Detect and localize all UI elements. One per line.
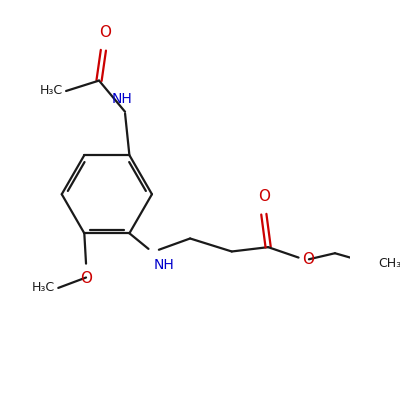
Text: NH: NH <box>111 92 132 106</box>
Text: O: O <box>258 189 270 204</box>
Text: NH: NH <box>154 258 174 272</box>
Text: H₃C: H₃C <box>40 84 63 98</box>
Text: O: O <box>99 25 111 40</box>
Text: CH₃: CH₃ <box>378 257 400 270</box>
Text: H₃C: H₃C <box>32 282 55 294</box>
Text: O: O <box>302 252 314 267</box>
Text: O: O <box>80 270 92 286</box>
